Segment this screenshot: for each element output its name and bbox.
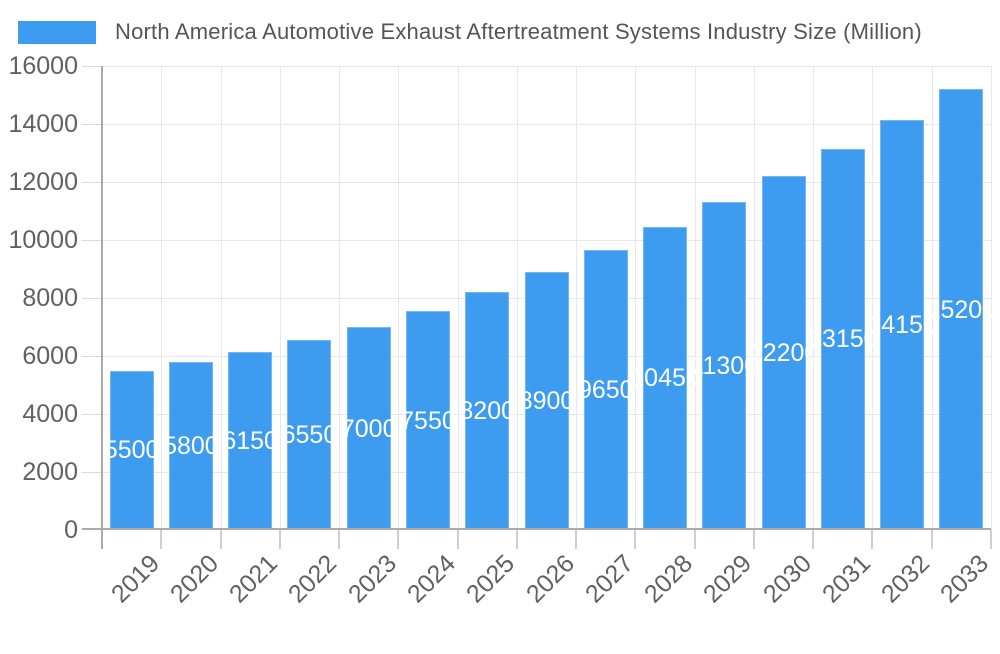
x-tick	[278, 530, 281, 549]
bar	[109, 370, 154, 530]
x-tick	[160, 530, 163, 549]
y-tick	[82, 298, 102, 299]
x-tick	[397, 530, 400, 549]
bar-value-label: 6550	[281, 421, 338, 450]
bar	[820, 148, 865, 530]
bar-value-label: 9650	[577, 376, 634, 405]
x-gridline	[457, 66, 459, 530]
x-gridline	[813, 66, 815, 530]
legend-swatch	[18, 20, 96, 44]
y-axis-label: 14000	[8, 110, 78, 138]
x-gridline	[339, 66, 341, 530]
x-tick	[871, 530, 874, 549]
x-tick	[812, 530, 815, 549]
bar	[702, 202, 747, 530]
x-gridline	[279, 66, 281, 530]
x-axis-baseline	[82, 528, 991, 530]
bar	[465, 292, 510, 530]
bar-value-label: 8900	[518, 386, 575, 415]
y-tick	[82, 124, 102, 125]
bar-value-label: 15200	[926, 295, 997, 324]
bar	[228, 351, 273, 530]
bar	[405, 311, 450, 530]
y-axis-label: 6000	[22, 342, 78, 370]
bar	[643, 226, 688, 530]
x-tick	[338, 530, 341, 549]
plot-area: 0 2000 4000 6000 8000 10000 12000 14000 16000 550…	[8, 52, 996, 608]
y-tick	[82, 356, 102, 357]
x-tick	[634, 530, 637, 549]
bar-value-label: 8200	[459, 397, 516, 426]
bar	[287, 340, 332, 530]
bar-value-label: 5800	[163, 431, 219, 460]
y-axis-label: 8000	[22, 284, 78, 312]
x-tick	[930, 530, 933, 549]
x-gridline	[220, 66, 222, 530]
y-gridline	[102, 124, 991, 125]
bar-value-label: 13150	[808, 325, 878, 354]
bar	[168, 361, 213, 530]
bar-value-label: 10450	[630, 364, 700, 393]
bar	[880, 119, 925, 530]
bar-value-label: 7550	[400, 406, 456, 435]
y-gridline	[102, 66, 991, 67]
y-tick	[82, 182, 102, 183]
y-tick	[82, 414, 102, 415]
y-axis-label: 2000	[22, 458, 78, 486]
bar-value-label: 11300	[690, 352, 759, 381]
x-tick	[456, 530, 459, 549]
x-tick	[693, 530, 696, 549]
x-gridline	[398, 66, 400, 530]
x-tick	[990, 530, 992, 549]
y-tick	[82, 66, 102, 67]
x-gridline	[991, 66, 992, 530]
x-tick	[575, 530, 578, 549]
y-gridline	[102, 182, 991, 183]
bar-value-label: 6150	[222, 426, 278, 455]
x-gridline	[576, 66, 578, 530]
x-gridline	[872, 66, 874, 530]
bar	[939, 89, 984, 530]
y-axis-label: 12000	[8, 168, 78, 196]
bar-value-label: 5500	[103, 436, 160, 465]
y-gridline	[102, 240, 991, 241]
x-gridline	[931, 66, 933, 530]
x-gridline	[753, 66, 755, 530]
x-tick	[515, 530, 518, 549]
chart-title: North America Automotive Exhaust Aftertr…	[115, 19, 922, 44]
bar	[346, 327, 391, 530]
x-gridline	[161, 66, 163, 530]
y-axis-line	[101, 66, 103, 549]
legend: North America Automotive Exhaust Aftertr…	[18, 18, 922, 46]
y-axis-label: 10000	[8, 226, 78, 254]
y-tick	[82, 472, 102, 473]
bar	[583, 250, 628, 530]
bar-value-label: 12200	[748, 339, 819, 368]
bar-chart: North America Automotive Exhaust Aftertr…	[8, 18, 996, 609]
x-tick	[752, 530, 755, 549]
y-axis-label: 4000	[22, 400, 78, 428]
x-tick	[219, 530, 222, 549]
y-axis-label: 16000	[8, 52, 78, 80]
y-axis-label: 0	[64, 516, 78, 544]
bar-value-label: 14150	[867, 310, 937, 339]
y-tick	[82, 240, 102, 241]
bar	[524, 271, 569, 530]
x-gridline	[516, 66, 518, 530]
x-gridline	[694, 66, 696, 530]
bar-value-label: 7000	[340, 414, 397, 443]
bar	[761, 176, 806, 530]
x-gridline	[635, 66, 637, 530]
